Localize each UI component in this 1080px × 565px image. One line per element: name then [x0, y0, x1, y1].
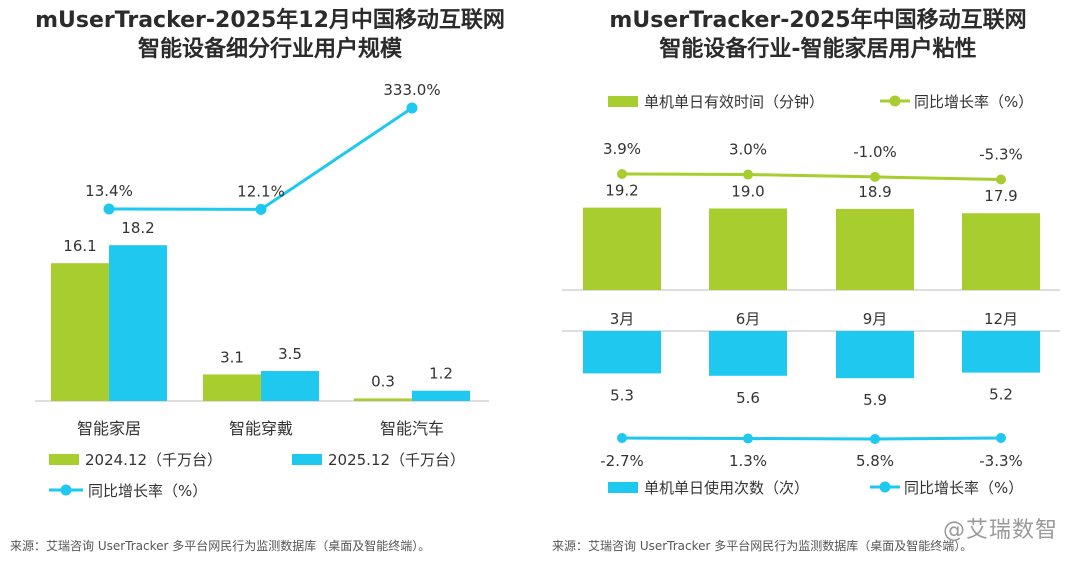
left-category-label-3: 智能汽车 — [380, 419, 444, 438]
right-chart: 单机单日有效时间（分钟） 同比增长率（%） 19.2 19.0 18.9 17.9 3.9%… — [562, 93, 1060, 497]
duration-label-1: 19.2 — [605, 182, 638, 200]
left-chart: 16.1 18.2 智能家居 3.1 3.5 智能穿戴 0.3 1.2 智能汽车 13.4% 12.… — [35, 81, 489, 500]
watermark: @艾瑞数智 — [942, 518, 1058, 543]
bar-2025-3 — [412, 390, 470, 401]
top-growth-point-3 — [870, 171, 880, 182]
duration-bar-2 — [709, 208, 787, 290]
bar-2024-1 — [51, 263, 109, 401]
bar-2025-label-1: 18.2 — [121, 219, 154, 237]
bar-2024-label-2: 3.1 — [220, 348, 244, 366]
top-growth-label-1: 3.9% — [603, 140, 641, 158]
legend-duration-label: 单机单日有效时间（分钟） — [644, 93, 824, 111]
left-category-label-1: 智能家居 — [77, 419, 141, 438]
left-growth-point-1 — [103, 203, 115, 215]
right-category-label-3: 9月 — [863, 310, 888, 328]
right-chart-title-line1: mUserTracker-2025年中国移动互联网 — [609, 8, 1027, 33]
bottom-growth-label-4: -3.3% — [979, 452, 1023, 470]
top-growth-point-2 — [743, 169, 753, 180]
left-source-note: 来源：艾瑞咨询 UserTracker 多平台网民行为监测数据库（桌面及智能终端… — [10, 539, 431, 553]
usage-label-2: 5.6 — [736, 389, 760, 407]
duration-bar-1 — [583, 207, 661, 290]
legend-2024-swatch — [49, 454, 79, 465]
left-chart-title-line1: mUserTracker-2025年12月中国移动互联网 — [35, 8, 505, 33]
legend-2025-label: 2025.12（千万台） — [328, 451, 465, 469]
legend-top-growth-label: 同比增长率（%） — [914, 93, 1033, 111]
bottom-growth-line — [621, 436, 1002, 441]
right-category-label-2: 6月 — [736, 310, 761, 328]
usage-label-1: 5.3 — [610, 386, 634, 404]
top-growth-label-2: 3.0% — [729, 141, 767, 159]
usage-bar-3 — [836, 331, 914, 379]
duration-label-3: 18.9 — [858, 183, 891, 201]
left-growth-label-2: 12.1% — [237, 182, 285, 200]
bar-2024-label-3: 0.3 — [371, 372, 395, 390]
usage-bar-2 — [709, 331, 787, 376]
left-growth-point-3 — [406, 102, 418, 114]
right-category-label-1: 3月 — [610, 310, 635, 328]
bar-2025-label-3: 1.2 — [429, 365, 453, 383]
top-growth-label-4: -5.3% — [979, 146, 1023, 164]
bottom-growth-point-4 — [996, 432, 1006, 443]
bar-2025-label-2: 3.5 — [278, 345, 302, 363]
right-source-note: 来源：艾瑞咨询 UserTracker 多平台网民行为监测数据库（桌面及智能终端… — [552, 539, 973, 553]
left-chart-title: mUserTracker-2025年12月中国移动互联网 智能设备细分行业用户规… — [20, 6, 520, 64]
bottom-growth-label-3: 5.8% — [856, 452, 894, 470]
right-category-label-4: 12月 — [984, 310, 1018, 328]
duration-label-2: 19.0 — [731, 182, 764, 200]
top-growth-line — [621, 172, 1002, 181]
bar-2025-1 — [109, 245, 167, 401]
legend-bottom-growth-label: 同比增长率（%） — [904, 479, 1023, 497]
right-chart-title-line2: 智能设备行业-智能家居用户粘性 — [659, 37, 977, 62]
legend-bottom-growth-marker — [879, 481, 891, 493]
top-growth-point-4 — [996, 174, 1006, 185]
legend-usage-swatch — [608, 482, 638, 493]
legend-growth-marker — [60, 484, 72, 496]
duration-bar-3 — [836, 208, 914, 290]
bottom-growth-point-3 — [870, 434, 880, 445]
duration-bar-4 — [962, 213, 1040, 290]
left-category-label-2: 智能穿戴 — [229, 419, 293, 438]
duration-label-4: 17.9 — [984, 187, 1017, 205]
left-growth-label-1: 13.4% — [85, 182, 133, 200]
bottom-growth-point-1 — [617, 433, 627, 444]
left-growth-point-2 — [255, 203, 267, 215]
legend-duration-swatch — [608, 96, 638, 107]
bar-2024-label-1: 16.1 — [63, 237, 96, 255]
legend-usage-label: 单机单日使用次数（次） — [644, 479, 809, 497]
legend-top-growth-marker — [889, 95, 901, 107]
left-growth-label-3: 333.0% — [383, 81, 440, 99]
bottom-growth-point-2 — [743, 433, 753, 444]
top-growth-label-3: -1.0% — [853, 143, 897, 161]
usage-bar-4 — [962, 331, 1040, 373]
legend-growth-label: 同比增长率（%） — [88, 482, 207, 500]
bar-2025-2 — [261, 371, 319, 401]
usage-bar-1 — [583, 331, 661, 374]
bottom-growth-label-1: -2.7% — [600, 452, 644, 470]
bottom-growth-label-2: 1.3% — [729, 452, 767, 470]
bar-2024-3 — [354, 398, 412, 401]
bar-2024-2 — [203, 374, 261, 401]
usage-label-4: 5.2 — [989, 386, 1013, 404]
left-chart-title-line2: 智能设备细分行业用户规模 — [137, 37, 402, 62]
legend-2025-swatch — [292, 454, 322, 465]
right-chart-title: mUserTracker-2025年中国移动互联网 智能设备行业-智能家居用户粘… — [568, 6, 1068, 64]
legend-2024-label: 2024.12（千万台） — [85, 451, 222, 469]
top-growth-point-1 — [617, 169, 627, 179]
usage-label-3: 5.9 — [863, 391, 887, 409]
